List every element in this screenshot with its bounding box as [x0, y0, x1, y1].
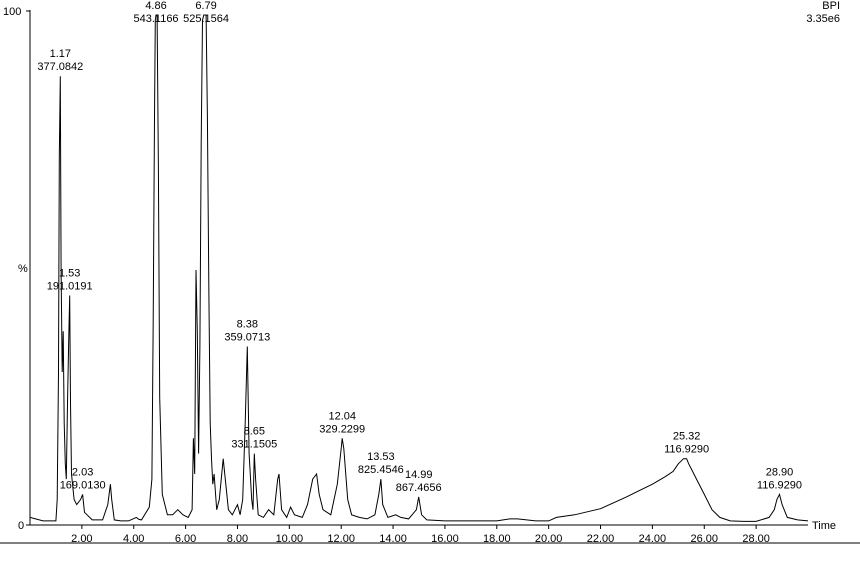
y-tick-label-100: 100	[3, 6, 21, 18]
peak-time-label: 6.79	[195, 0, 216, 12]
x-tick-label: 4.00	[123, 533, 144, 545]
peak-mz-label: 867.4656	[396, 482, 442, 494]
peak-time-label: 1.53	[59, 268, 80, 280]
peak-mz-label: 331.1505	[231, 439, 277, 451]
peak-time-label: 8.65	[244, 426, 265, 438]
x-tick-label: 10.00	[276, 533, 304, 545]
peak-mz-label: 377.0842	[37, 61, 83, 73]
x-tick-label: 8.00	[227, 533, 248, 545]
chromatogram-trace	[29, 14, 809, 522]
peak-time-label: 28.90	[766, 466, 794, 478]
trace-type-label: BPI	[822, 0, 840, 12]
peak-mz-label: 191.0191	[47, 281, 93, 293]
x-tick-label: 12.00	[327, 533, 355, 545]
peak-time-label: 2.03	[72, 466, 93, 478]
y-tick-label-0: 0	[18, 520, 24, 532]
x-tick-label: 26.00	[691, 533, 719, 545]
peak-mz-label: 116.9290	[664, 444, 709, 456]
x-axis-label: Time	[812, 520, 836, 532]
peak-mz-label: 169.0130	[60, 479, 106, 491]
peak-mz-label: 825.4546	[358, 464, 404, 476]
peak-time-label: 4.86	[145, 0, 166, 12]
x-tick-label: 28.00	[742, 533, 770, 545]
peak-mz-label: 329.2299	[319, 423, 365, 435]
peak-time-label: 12.04	[328, 410, 356, 422]
x-tick-label: 14.00	[379, 533, 407, 545]
x-tick-label: 16.00	[431, 533, 459, 545]
x-tick-label: 6.00	[175, 533, 196, 545]
peak-mz-label: 543.1166	[133, 13, 178, 25]
peak-mz-label: 525.1564	[183, 13, 229, 25]
intensity-label: 3.35e6	[806, 13, 840, 25]
x-tick-label: 2.00	[71, 533, 92, 545]
peak-time-label: 13.53	[367, 451, 395, 463]
x-tick-label: 20.00	[535, 533, 563, 545]
peak-mz-label: 116.9290	[757, 479, 802, 491]
peak-time-label: 1.17	[50, 48, 71, 60]
x-ticks-group: 2.00 4.00 6.00 8.00 10.00 12.00 14.00 16.00 18.0…	[71, 525, 770, 545]
peak-time-label: 14.99	[405, 469, 433, 481]
x-tick-label: 22.00	[587, 533, 615, 545]
x-tick-label: 24.00	[639, 533, 667, 545]
x-tick-label: 18.00	[483, 533, 511, 545]
peak-mz-label: 359.0713	[224, 332, 270, 344]
peak-time-label: 25.32	[673, 431, 701, 443]
peak-time-label: 8.38	[237, 319, 258, 331]
y-axis-label: %	[18, 263, 28, 275]
